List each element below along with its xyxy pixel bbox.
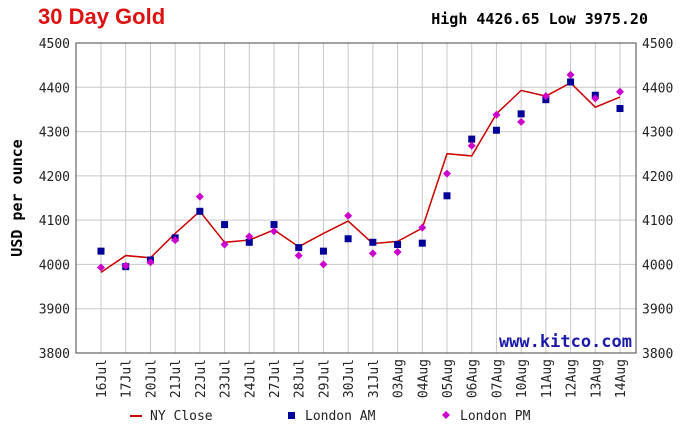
x-tick-label: 04Aug bbox=[416, 359, 431, 398]
y-tick-label: 3800 bbox=[39, 347, 70, 362]
point bbox=[368, 249, 377, 258]
y-tick-label-right: 4100 bbox=[642, 214, 673, 229]
x-tick-label: 13Aug bbox=[589, 359, 604, 398]
x-tick-label: 23Jul bbox=[219, 359, 234, 398]
point bbox=[443, 169, 451, 178]
y-tick-label: 4300 bbox=[39, 126, 70, 141]
x-tick-label: 07Aug bbox=[490, 359, 505, 398]
x-tick-label: 10Aug bbox=[515, 359, 530, 398]
point bbox=[566, 70, 575, 79]
chart-title: 30 Day Gold bbox=[38, 4, 165, 29]
point bbox=[492, 126, 500, 134]
y-tick-label: 4100 bbox=[39, 214, 70, 229]
y-tick-label: 4000 bbox=[39, 258, 70, 273]
point bbox=[97, 247, 105, 255]
point bbox=[97, 263, 105, 272]
y-tick-label: 4400 bbox=[39, 81, 70, 96]
x-tick-label: 17Jul bbox=[120, 359, 135, 398]
legend-label: London AM bbox=[305, 409, 376, 424]
x-tick-label: 31Jul bbox=[367, 359, 382, 398]
legend-swatch bbox=[288, 412, 295, 419]
point bbox=[443, 192, 451, 200]
legend-label: NY Close bbox=[150, 409, 213, 424]
x-tick-label: 03Aug bbox=[392, 359, 407, 398]
y-tick-label: 4200 bbox=[39, 170, 70, 185]
point bbox=[468, 135, 476, 143]
point bbox=[220, 240, 229, 249]
point bbox=[492, 110, 501, 119]
x-tick-label: 14Aug bbox=[614, 359, 629, 398]
x-tick-label: 22Jul bbox=[194, 359, 209, 398]
legend-swatch bbox=[442, 411, 450, 419]
point bbox=[517, 117, 526, 126]
point bbox=[270, 227, 278, 236]
y-tick-label-right: 4500 bbox=[642, 37, 673, 52]
plot-area bbox=[76, 43, 636, 353]
x-tick-label: 21Jul bbox=[169, 359, 184, 398]
chart-subtitle: High 4426.65 Low 3975.20 bbox=[431, 10, 648, 28]
point bbox=[393, 248, 402, 257]
y-axis-label: USD per ounce bbox=[8, 139, 26, 256]
point bbox=[616, 105, 624, 113]
x-tick-label: 24Jul bbox=[243, 359, 258, 398]
point bbox=[121, 261, 130, 270]
x-tick-label: 28Jul bbox=[293, 359, 308, 398]
point bbox=[517, 110, 525, 118]
y-tick-label-right: 4300 bbox=[642, 126, 673, 141]
x-tick-label: 12Aug bbox=[565, 359, 580, 398]
y-tick-label-right: 4200 bbox=[642, 170, 673, 185]
y-tick-label-right: 4000 bbox=[642, 258, 673, 273]
point bbox=[319, 247, 327, 255]
x-tick-label: 27Jul bbox=[268, 359, 283, 398]
legend-label: London PM bbox=[460, 409, 531, 424]
point bbox=[467, 141, 476, 150]
point bbox=[319, 260, 328, 269]
point bbox=[344, 235, 352, 243]
x-tick-label: 30Jul bbox=[342, 359, 357, 398]
point bbox=[541, 92, 550, 101]
point bbox=[591, 94, 600, 103]
y-tick-label: 4500 bbox=[39, 37, 70, 52]
point bbox=[418, 239, 426, 247]
point bbox=[146, 258, 155, 267]
x-tick-label: 20Jul bbox=[144, 359, 159, 398]
point bbox=[294, 251, 303, 260]
point bbox=[418, 223, 427, 232]
x-tick-label: 06Aug bbox=[466, 359, 481, 398]
x-tick-label: 29Jul bbox=[317, 359, 332, 398]
point bbox=[369, 238, 377, 246]
line bbox=[100, 81, 621, 274]
point bbox=[196, 207, 204, 215]
x-tick-label: 16Jul bbox=[95, 359, 110, 398]
x-tick-label: 05Aug bbox=[441, 359, 456, 398]
y-tick-label: 3900 bbox=[39, 303, 70, 318]
watermark: www.kitco.com bbox=[499, 332, 632, 352]
point bbox=[344, 211, 353, 220]
x-tick-label: 11Aug bbox=[540, 359, 555, 398]
point bbox=[295, 244, 303, 252]
y-tick-label-right: 3800 bbox=[642, 347, 673, 362]
point bbox=[195, 192, 204, 201]
point bbox=[394, 241, 402, 248]
point bbox=[245, 238, 253, 246]
point bbox=[221, 221, 229, 229]
point bbox=[270, 221, 278, 229]
y-tick-label-right: 4400 bbox=[642, 81, 673, 96]
point bbox=[616, 87, 624, 96]
point bbox=[567, 78, 575, 86]
plot-border bbox=[75, 42, 637, 354]
point bbox=[245, 232, 254, 241]
point bbox=[171, 236, 180, 245]
y-tick-label-right: 3900 bbox=[642, 303, 673, 318]
